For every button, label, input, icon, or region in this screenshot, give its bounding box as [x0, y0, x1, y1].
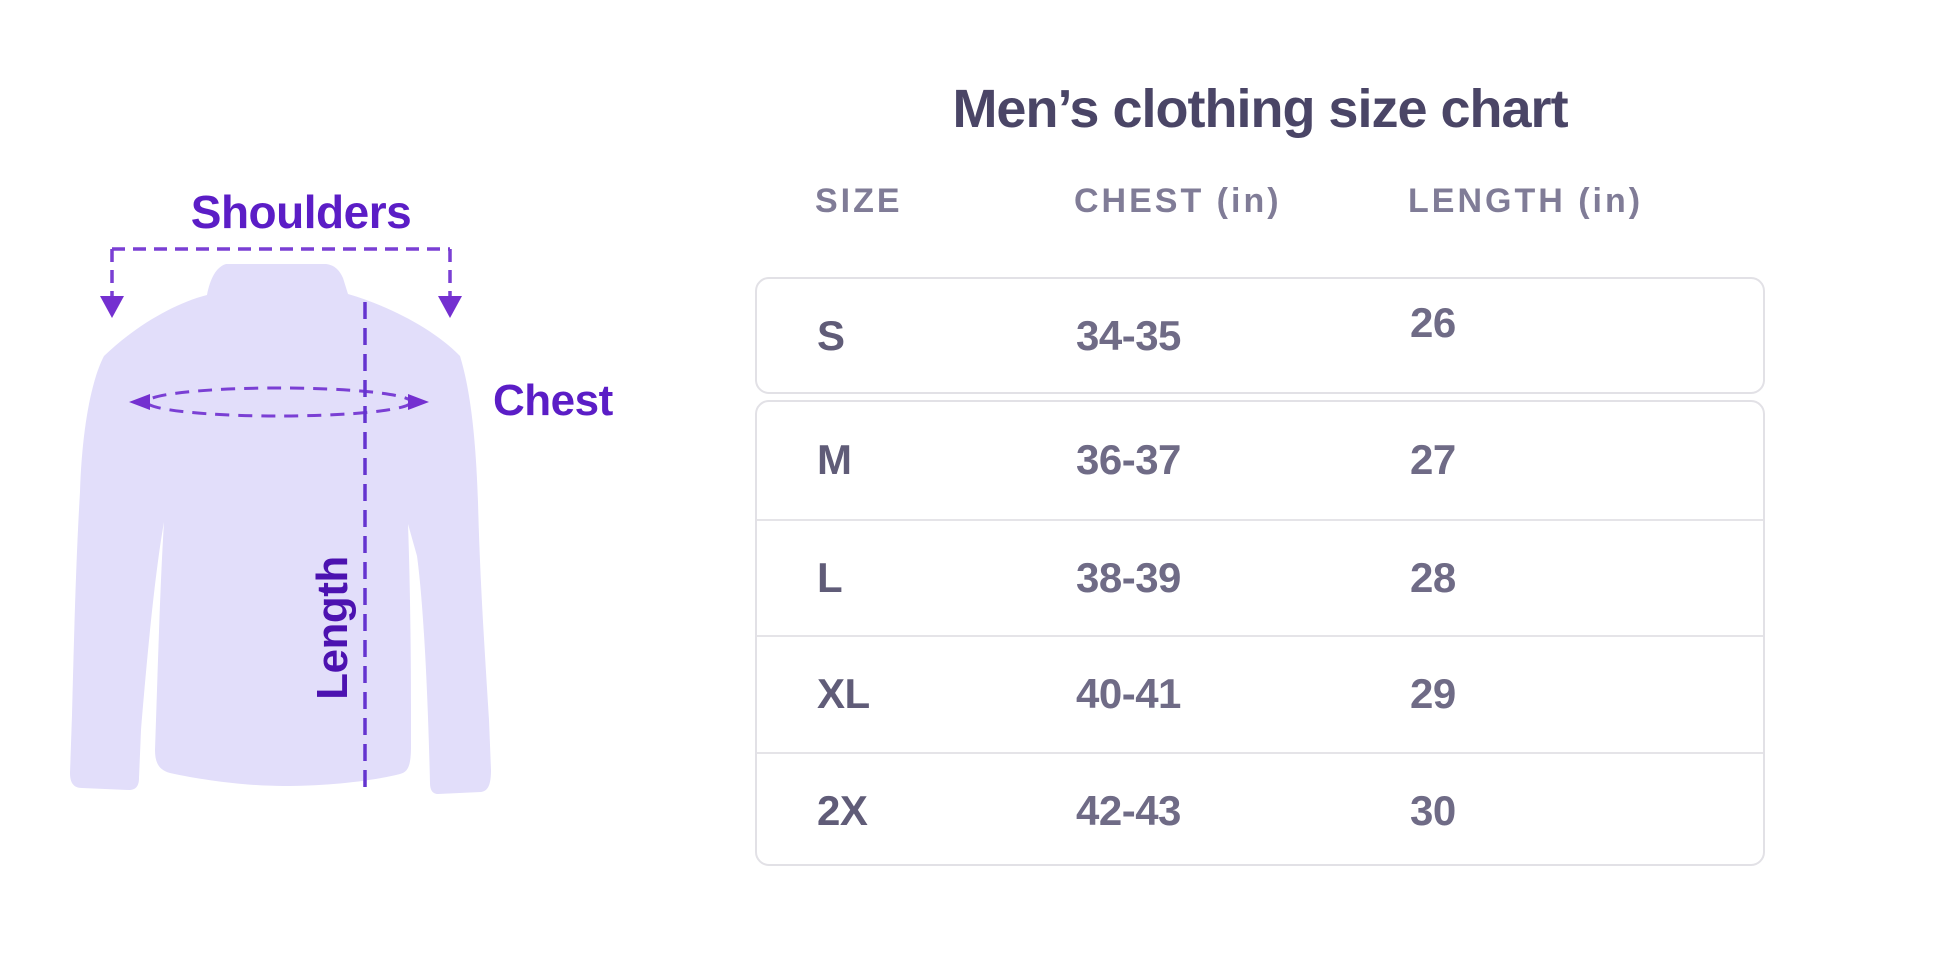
shoulders-arrow-right: [438, 296, 462, 318]
cell-size: S: [817, 311, 845, 359]
table-header-row: SIZE CHEST (in) LENGTH (in): [755, 182, 1765, 221]
cell-chest: 34-35: [1076, 311, 1181, 359]
cell-size: L: [817, 553, 843, 601]
cell-chest: 36-37: [1076, 436, 1181, 484]
chart-title: Men’s clothing size chart: [952, 79, 1568, 139]
shirt-illustration: [70, 247, 491, 794]
chest-label: Chest: [493, 376, 613, 425]
table-card-top: S 34-35 26: [755, 277, 1765, 394]
cell-length: 27: [1410, 436, 1456, 484]
cell-chest: 38-39: [1076, 553, 1181, 601]
shirt-measurement-diagram: Shoulders Chest Length: [40, 130, 680, 830]
header-chest: CHEST (in): [1074, 182, 1282, 220]
cell-size: M: [817, 436, 852, 484]
shoulders-arrow-left: [100, 296, 124, 318]
size-chart: Men’s clothing size chart SIZE CHEST (in…: [755, 0, 1765, 977]
table-row: XL 40-41 29: [757, 635, 1763, 752]
shoulders-label: Shoulders: [190, 186, 412, 238]
header-length: LENGTH (in): [1408, 182, 1644, 220]
shoulders-measure-bracket: [110, 247, 452, 296]
cell-length: 28: [1410, 553, 1456, 601]
length-label: Length: [308, 556, 357, 700]
table-card-bottom: M 36-37 27 L 38-39 28 XL 40-41 29 2X 42-…: [755, 400, 1765, 866]
cell-chest: 40-41: [1076, 670, 1181, 718]
cell-length: 26: [1410, 298, 1456, 346]
chest-arrow-right: [408, 394, 429, 410]
cell-size: XL: [817, 670, 870, 718]
table-row: 2X 42-43 30: [757, 751, 1763, 869]
chest-arrow-left: [129, 394, 150, 410]
cell-length: 29: [1410, 670, 1456, 718]
cell-size: 2X: [817, 786, 868, 834]
cell-chest: 42-43: [1076, 786, 1181, 834]
cell-length: 30: [1410, 786, 1456, 834]
shirt-silhouette: [70, 264, 491, 794]
header-size: SIZE: [815, 182, 903, 220]
table-row: M 36-37 27: [757, 402, 1763, 519]
table-row: L 38-39 28: [757, 518, 1763, 636]
table-row: S 34-35 26: [757, 279, 1763, 392]
